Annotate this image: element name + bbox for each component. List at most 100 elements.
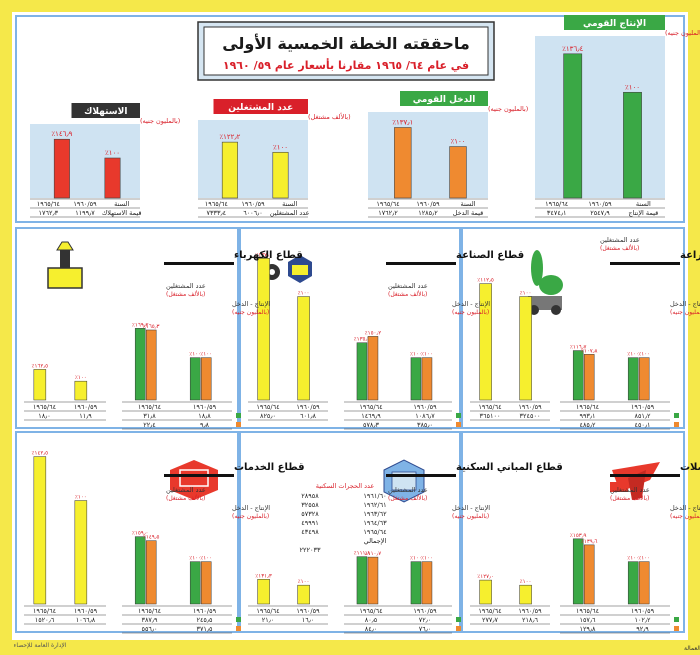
- national-income-unit: (بالمليون جنيه): [488, 105, 528, 113]
- consumption-bar-label-1: ١٠٠٪: [105, 149, 120, 157]
- services-title: قطاع الخدمات: [234, 462, 305, 473]
- electricity-a-table-cell: ١٩٦٠/٥٩: [193, 403, 217, 411]
- housing-legend-income: [456, 626, 461, 631]
- transport-a-label: الإنتاج - الدخل: [670, 504, 700, 512]
- housing-a-bar: [421, 561, 433, 605]
- transport-a-bar-label: ١٠٠٪: [638, 556, 650, 562]
- housing-a-bar-label: ١١٠٫٧٪: [365, 551, 382, 557]
- consumption-table-cell: ١٧٦٢٫٣: [39, 209, 59, 217]
- agriculture-title-rule: [610, 262, 680, 265]
- housing-rooms-year: ١٩٦٤/٦٣: [363, 519, 387, 527]
- transport-a-bar: [627, 561, 639, 605]
- industry-a-bar: [367, 336, 379, 401]
- consumption-unit: (بالمليون جنيه): [140, 117, 180, 125]
- housing-a-table-cell: ٨٠٫٥: [365, 616, 378, 624]
- industry-a-bar: [410, 357, 422, 401]
- gross-production-header-text: الإنتاج القومي: [583, 19, 646, 29]
- agriculture-a-bar-label: ١١٦٫٧٪: [570, 345, 587, 351]
- gross-production-bar-1: [623, 91, 642, 199]
- industry-a-table-cell: ١٠٨٦٫٧: [415, 412, 435, 420]
- title-box: ماحققته الخطة الخمسية الأولى في عام ٦٤/ …: [197, 21, 495, 81]
- housing-a-bar-label: ١١١٫٨٪: [354, 551, 371, 557]
- gross-production-table-cell: السنة: [636, 200, 651, 208]
- employment-table: السنة ١٩٦٠/٥٩ ١٩٦٥/٦٤ عدد المشتغلين ٦٠٠٦٫٠ ٧٣…: [198, 198, 310, 218]
- transport-b-bar-label-2: ١٢٧٫٠٪: [477, 574, 494, 580]
- services-a-table-cell: ٥٥٦٫٠: [141, 625, 157, 633]
- housing-b-table-cell: ١٩٦٠/٥٩: [296, 607, 320, 615]
- industry-a-table-cell: ١٩٦٠/٥٩: [413, 403, 437, 411]
- industry-b-unit: (بالألف مشتغل): [388, 290, 427, 298]
- national-income-bar-2: [394, 127, 412, 199]
- agriculture-a-table-cell: ٤٨٥٫٢: [579, 421, 596, 429]
- electricity-a-bar: [134, 328, 146, 401]
- industry-legend-income: [456, 422, 461, 427]
- housing-rooms-count: ٥٧٣٢٨: [301, 510, 319, 518]
- consumption-table-cell: ١٩٦٠/٥٩: [73, 200, 97, 208]
- electricity-a-table-cell: ٢٢٫٤: [143, 421, 156, 429]
- services-a-bar: [189, 561, 201, 605]
- housing-a-bar-label: ١٠٠٪: [410, 556, 422, 562]
- charts-layer: الإنتاج القومي (بالمليون جنيه) ١٠٠٪ ١٣٦٫٤٪ ا…: [24, 15, 700, 652]
- employment-table-cell: عدد المشتغلين: [270, 209, 310, 217]
- national-income-bar-label-2: ١٣٧٫١٪: [392, 118, 413, 126]
- agriculture-a-bar: [638, 357, 650, 401]
- electricity-b-table: ١٩٦٠/٥٩ ١٩٦٥/٦٤ ١١٫٩ ١٨٫٠: [24, 401, 106, 421]
- housing-a-bar-label: ١٠٠٪: [421, 556, 433, 562]
- industry-a-bar-label: ١٥٠٫٢٪: [365, 330, 382, 336]
- housing-b-bar-label-1: ١٠٠٪: [298, 579, 310, 585]
- consumption-table-cell: ١١٩٩٫٧: [75, 209, 95, 217]
- agriculture-b-bar-label-2: ١١٢٫٥٪: [477, 278, 494, 284]
- housing-b-unit: (بالألف مشتغل): [388, 494, 427, 502]
- industry-a-bar-label: ١٣٥٫٢٪: [354, 337, 371, 343]
- employment-bar-label-2: ١٢٢٫٢٪: [219, 133, 240, 141]
- industry-b-table-cell: ٨٢٥٫٠: [260, 412, 276, 420]
- electricity-a-bar: [189, 357, 201, 401]
- electricity-a-bar: [200, 357, 212, 401]
- consumption-table: السنة ١٩٦٠/٥٩ ١٩٦٥/٦٤ قيمة الاستهلاك ١١٩٩٫٧ ١…: [30, 198, 141, 218]
- agriculture-b-table: ١٩٦٠/٥٩ ١٩٦٥/٦٤ ٣٢٤٥٠٠ ٣٦٥١٠٠: [470, 401, 550, 421]
- housing-rooms-count: ٤٣٤٩٨: [301, 528, 319, 536]
- services-b-table-cell: ١٥٢٠٫٦: [35, 616, 55, 624]
- transport-a-bar-label: ١٠٠٪: [627, 556, 639, 562]
- services-b-bar-label-2: ١٤٢٫٥٪: [32, 451, 49, 457]
- transport-a-bar: [572, 538, 584, 605]
- electricity-a-bar-label: ١٠٠٪: [189, 352, 201, 358]
- services-a-bar-label: ١٠٠٪: [200, 556, 212, 562]
- housing-rooms-count: ٣٢٥٥٨: [301, 501, 319, 509]
- electricity-b-bar-2: [33, 369, 47, 401]
- housing-b-table-cell: ١٦٫٠: [302, 616, 315, 624]
- electricity-title-rule: [164, 262, 234, 265]
- consumption-bar-1: [104, 157, 121, 199]
- electricity-legend-production: [236, 413, 241, 418]
- housing-a-table-cell: ٧٦٫٠: [419, 625, 432, 633]
- electricity-a-table-cell: ٣١٫٨: [143, 412, 156, 420]
- housing-b-label: عدد المشتغلين: [388, 486, 428, 494]
- gross-production-table-cell: ١٩٦٠/٥٩: [588, 200, 612, 208]
- employment-plot-bg: [198, 120, 308, 198]
- industry-b-table-cell: ١٩٦٠/٥٩: [296, 403, 320, 411]
- industry-a-label: الإنتاج - الدخل: [452, 300, 490, 308]
- housing-a-table-cell: ٨٤٫٠: [365, 625, 378, 633]
- transport-title-rule: [610, 474, 680, 477]
- housing-a-bar: [410, 561, 422, 605]
- housing-b-bar-label-2: ١٣١٫٣٪: [255, 573, 272, 579]
- sector-grid: [15, 227, 685, 633]
- services-b-bar-2: [33, 456, 47, 605]
- electricity-title: قطاع الكهرباء: [234, 250, 303, 261]
- gross-production-table: السنة ١٩٦٠/٥٩ ١٩٦٥/٦٤ قيمة الإنتاج ٢٥٤٧٫٩ ٣٤٧…: [535, 198, 665, 218]
- agriculture-title: قطاع الزراعة: [680, 250, 700, 261]
- services-b-table-cell: ١٩٦٥/٦٤: [33, 607, 56, 615]
- agriculture-a-table-cell: ١٩٦٠/٥٩: [631, 403, 655, 411]
- gross-production-table-cell: ٢٥٤٧٫٩: [590, 209, 610, 217]
- housing-b-table-cell: ٢١٫٠: [262, 616, 275, 624]
- services-a-unit: (بالمليون جنيه): [232, 513, 269, 520]
- industry-b-table-cell: ٦٠١٫٨: [300, 412, 317, 420]
- gross-production-header-bg: [564, 15, 665, 30]
- housing-rooms-year: ١٩٦٣/٦٢: [363, 510, 387, 518]
- electricity-a-bar-label: ١٠٠٪: [200, 352, 212, 358]
- footer-credit: الإدارة العامة للإحصاء: [14, 642, 67, 649]
- housing-legend-production: [456, 617, 461, 622]
- electricity-b-bar-label-2: ١٦٢٫٥٪: [32, 363, 49, 369]
- services-a-table-cell: ١٩٦٥/٦٤: [138, 607, 161, 615]
